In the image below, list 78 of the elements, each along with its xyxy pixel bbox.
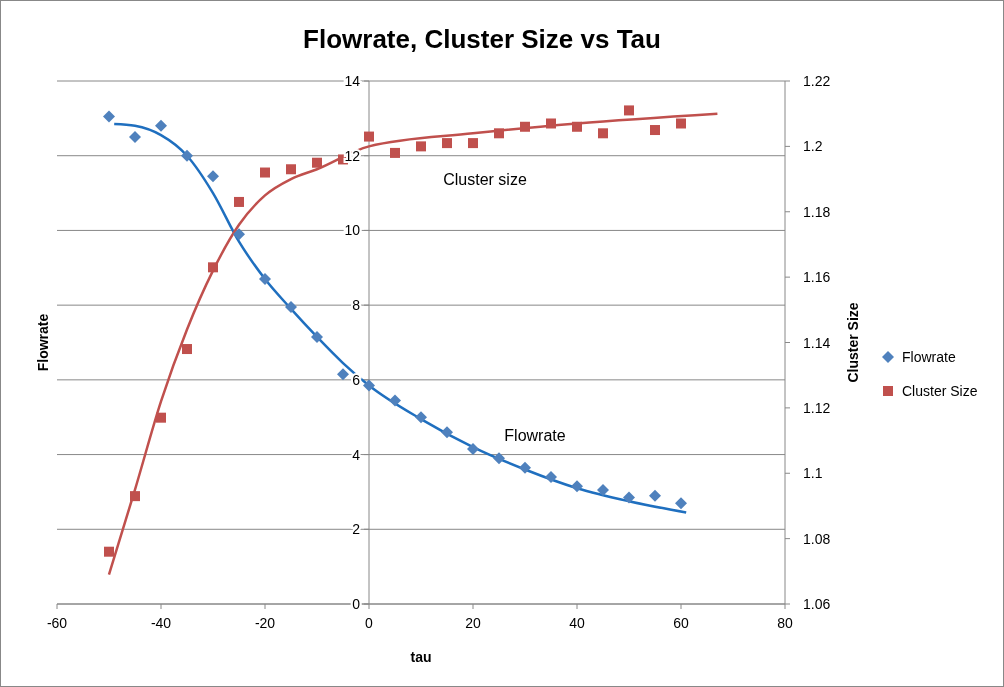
point bbox=[441, 426, 453, 439]
point bbox=[546, 118, 556, 129]
y-tick-label: 6 bbox=[352, 371, 361, 388]
point bbox=[675, 497, 687, 510]
point bbox=[650, 125, 660, 136]
point bbox=[571, 480, 583, 493]
chart-title: Flowrate, Cluster Size vs Tau bbox=[303, 24, 661, 54]
point bbox=[312, 157, 322, 168]
point bbox=[623, 491, 635, 504]
y2-tick-label: 1.06 bbox=[803, 596, 831, 612]
point bbox=[259, 272, 271, 285]
x-axis-title: tau bbox=[410, 649, 432, 665]
y2-tick-label: 1.16 bbox=[803, 269, 831, 286]
point bbox=[442, 138, 452, 149]
point bbox=[493, 452, 505, 465]
x-tick-label: -60 bbox=[46, 615, 68, 631]
y2-tick-label: 1.14 bbox=[803, 334, 831, 351]
y-tick-label: 14 bbox=[344, 73, 361, 89]
point bbox=[286, 164, 296, 175]
point bbox=[337, 368, 349, 381]
point bbox=[311, 330, 323, 343]
point bbox=[415, 411, 427, 424]
point bbox=[389, 394, 401, 407]
x-tick-label: -40 bbox=[150, 615, 172, 631]
y2-tick-label: 1.12 bbox=[803, 399, 831, 416]
point bbox=[181, 149, 193, 162]
y2-tick-label: 1.1 bbox=[803, 465, 823, 482]
point bbox=[130, 491, 140, 502]
point bbox=[234, 196, 244, 207]
point bbox=[519, 461, 531, 474]
y-tick-label: 10 bbox=[344, 222, 361, 239]
point bbox=[285, 301, 297, 314]
point bbox=[624, 105, 634, 116]
y-tick-label: 0 bbox=[352, 596, 361, 612]
point bbox=[260, 167, 270, 178]
point bbox=[520, 121, 530, 132]
y2-tick-label: 1.08 bbox=[803, 530, 831, 547]
x-tick-label: -20 bbox=[254, 615, 276, 631]
y2-tick-label: 1.18 bbox=[803, 203, 831, 220]
point bbox=[416, 141, 426, 152]
x-tick-label: 20 bbox=[465, 615, 481, 631]
x-tick-label: 40 bbox=[569, 615, 585, 631]
y-tick-label: 4 bbox=[352, 446, 361, 463]
point bbox=[103, 110, 115, 123]
point bbox=[104, 546, 114, 557]
point bbox=[129, 131, 141, 144]
point bbox=[207, 170, 219, 183]
point bbox=[155, 119, 167, 132]
y-axis-title: Flowrate bbox=[35, 313, 51, 372]
legend-label: Flowrate bbox=[902, 349, 956, 365]
point bbox=[233, 228, 245, 241]
x-tick-label: 0 bbox=[365, 615, 374, 631]
y2-tick-label: 1.22 bbox=[803, 73, 831, 89]
point bbox=[598, 128, 608, 139]
point bbox=[156, 412, 166, 423]
y-tick-label: 8 bbox=[352, 297, 361, 314]
point bbox=[545, 470, 557, 483]
y2-tick-label: 1.2 bbox=[803, 138, 823, 155]
y2-axis-title: Cluster Size bbox=[845, 302, 861, 383]
point bbox=[494, 128, 504, 139]
point bbox=[597, 484, 609, 497]
x-tick-label: 80 bbox=[777, 615, 793, 631]
point bbox=[676, 118, 686, 129]
point bbox=[364, 131, 374, 142]
point bbox=[182, 344, 192, 355]
x-tick-label: 60 bbox=[673, 615, 689, 631]
y-tick-label: 2 bbox=[352, 521, 361, 538]
legend-label: Cluster Size bbox=[902, 383, 978, 399]
point bbox=[468, 138, 478, 149]
point bbox=[363, 379, 375, 392]
point bbox=[208, 262, 218, 273]
line-series bbox=[107, 112, 719, 576]
annotation: Cluster size bbox=[443, 171, 527, 188]
annotation: Flowrate bbox=[504, 427, 566, 444]
point bbox=[467, 442, 479, 455]
point bbox=[649, 489, 661, 502]
point bbox=[390, 147, 400, 158]
point bbox=[572, 121, 582, 132]
